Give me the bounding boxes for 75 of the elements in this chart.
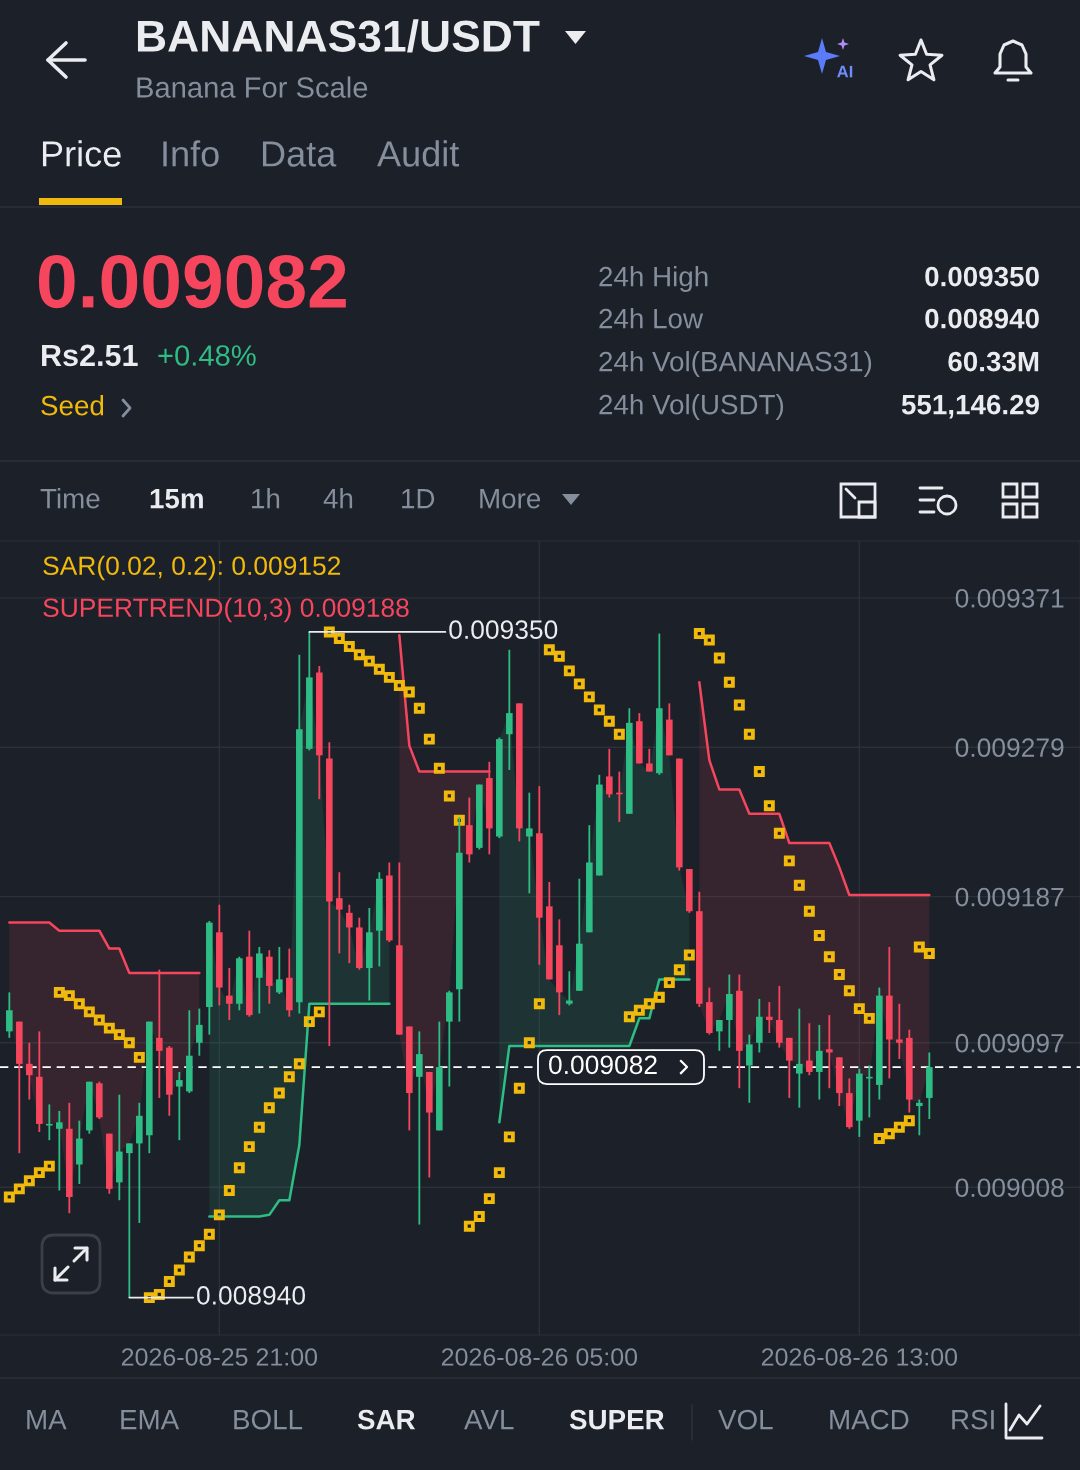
candlestick [806,1022,813,1077]
text: Seed [41,395,104,416]
candlestick [786,1036,793,1099]
ref-line-label: 0.009082 [549,1055,657,1075]
candlestick [276,946,283,995]
text: 1D [402,489,435,509]
text: EMA [121,1410,180,1430]
candlestick [606,747,613,799]
y-tick-label: 0.009097 [955,1033,1064,1053]
candlestick [526,791,533,895]
text: 60.33M [948,351,1039,372]
y-tick-label: 0.009371 [955,588,1064,608]
text: Time [40,488,100,509]
text: 0.009082 [38,255,346,309]
text: MA [27,1410,67,1430]
text: Info [163,140,219,167]
text: Data [262,141,337,167]
chart-subtitle: Banana For Scale [137,76,368,98]
series-label: SUPERTREND(10,3) 0.009188 [43,597,409,623]
candlestick [826,1014,833,1090]
text: Price [42,140,121,167]
text: SUPER [569,1409,665,1430]
text: 551,146.29 [901,394,1039,419]
text: More [480,489,541,509]
text: 24h Low [599,308,704,329]
text: +0.48% [158,345,256,366]
candlestick [896,1002,903,1060]
chart-title: BANANAS31/USDT [137,19,540,53]
candlestick [646,747,653,773]
candlestick [816,1023,823,1101]
candlestick [716,1019,723,1052]
candlestick [56,1110,63,1192]
text: RSI [952,1409,994,1430]
annotation: 0.009350 [449,620,558,640]
text: AI [837,65,853,78]
x-tick-label: 2026-08-26 13:00 [761,1348,958,1366]
candlestick [6,991,13,1039]
candlestick [746,1033,753,1104]
text: 0.008940 [925,308,1039,329]
candlestick [226,967,233,1021]
candlestick [506,648,513,771]
candlestick [916,1098,923,1137]
candlestick [766,1001,773,1034]
text: 24h Vol(BANANAS31) [599,351,872,377]
candlestick [566,970,573,1007]
candlestick [416,1030,423,1226]
y-tick-label: 0.009279 [955,738,1064,758]
candlestick [26,1041,33,1101]
candlestick [336,871,343,955]
text: VOL [718,1409,773,1430]
text: 24h Vol(USDT) [599,394,784,420]
y-tick-label: 0.009008 [955,1178,1064,1198]
annotation: 0.008940 [197,1286,306,1305]
text: 4h [323,488,353,509]
candlestick [196,1007,203,1057]
candlestick [346,903,353,965]
text: BOLL [234,1409,303,1430]
text: 1h [252,488,280,509]
series-label: SAR(0.02, 0.2): 0.009152 [43,555,341,581]
candlestick [176,1071,183,1142]
x-tick-label: 2026-08-25 21:00 [121,1348,318,1366]
text: 0.009350 [925,266,1039,287]
text: 24h High [599,266,708,292]
text: 15m [150,489,203,509]
text: Audit [377,140,460,167]
candlestick [126,1142,133,1299]
candlestick [796,1007,803,1109]
x-tick-label: 2026-08-26 05:00 [441,1348,638,1366]
candlestick [46,1103,53,1142]
text: SAR [357,1409,416,1430]
y-tick-label: 0.009187 [955,887,1064,907]
candlestick [776,984,783,1049]
text: Rs2.51 [42,344,138,367]
text: AVL [464,1410,514,1430]
text: MACD [830,1409,909,1430]
